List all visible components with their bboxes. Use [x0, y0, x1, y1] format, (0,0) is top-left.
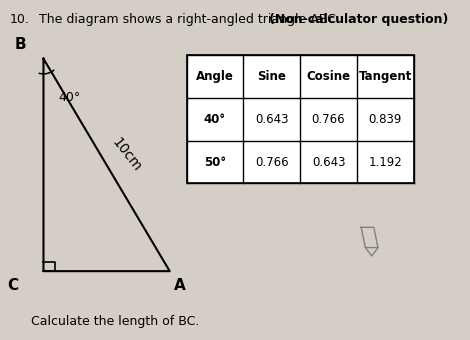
Text: Cosine: Cosine: [306, 70, 351, 83]
Text: 0.643: 0.643: [312, 156, 345, 169]
Text: 0.643: 0.643: [255, 113, 289, 126]
Text: B: B: [15, 37, 27, 52]
Text: Calculate the length of BC.: Calculate the length of BC.: [31, 316, 199, 328]
Text: 40°: 40°: [58, 91, 80, 104]
Bar: [187, 55, 414, 184]
Text: 0.766: 0.766: [312, 113, 345, 126]
Text: 10cm: 10cm: [109, 135, 143, 174]
Text: The diagram shows a right-angled triangle ABC.: The diagram shows a right-angled triangl…: [39, 13, 344, 26]
Text: 1.192: 1.192: [368, 156, 402, 169]
Text: Tangent: Tangent: [359, 70, 412, 83]
Text: 0.839: 0.839: [368, 113, 402, 126]
Text: (Non-calculator question): (Non-calculator question): [268, 13, 448, 26]
Text: 10.: 10.: [10, 13, 30, 26]
Text: C: C: [7, 278, 18, 293]
Text: 40°: 40°: [204, 113, 226, 126]
Text: 50°: 50°: [204, 156, 226, 169]
Text: Angle: Angle: [196, 70, 234, 83]
Text: A: A: [174, 278, 186, 293]
Text: 0.766: 0.766: [255, 156, 289, 169]
Text: Sine: Sine: [257, 70, 286, 83]
